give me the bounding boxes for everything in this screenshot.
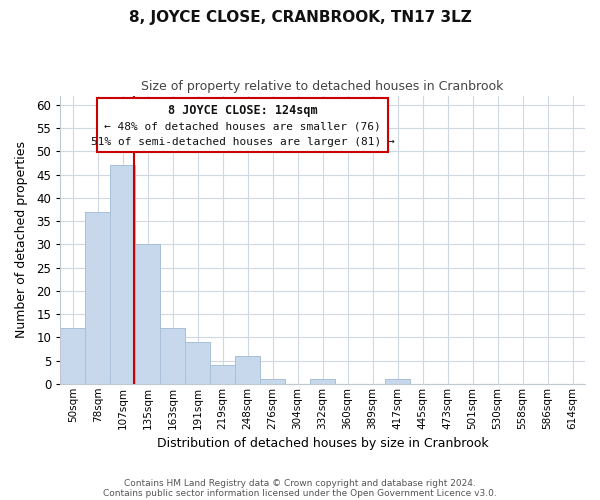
Text: 8 JOYCE CLOSE: 124sqm: 8 JOYCE CLOSE: 124sqm xyxy=(168,104,317,117)
Bar xyxy=(310,379,335,384)
Bar xyxy=(110,166,135,384)
Bar xyxy=(135,244,160,384)
Bar xyxy=(60,328,85,384)
Bar xyxy=(210,365,235,384)
Bar xyxy=(260,379,285,384)
Text: ← 48% of detached houses are smaller (76): ← 48% of detached houses are smaller (76… xyxy=(104,121,381,131)
Bar xyxy=(160,328,185,384)
Bar xyxy=(385,379,410,384)
Bar xyxy=(235,356,260,384)
Bar xyxy=(85,212,110,384)
X-axis label: Distribution of detached houses by size in Cranbrook: Distribution of detached houses by size … xyxy=(157,437,488,450)
Y-axis label: Number of detached properties: Number of detached properties xyxy=(15,141,28,338)
Text: Contains HM Land Registry data © Crown copyright and database right 2024.: Contains HM Land Registry data © Crown c… xyxy=(124,478,476,488)
Bar xyxy=(185,342,210,384)
FancyBboxPatch shape xyxy=(97,98,388,152)
Text: 8, JOYCE CLOSE, CRANBROOK, TN17 3LZ: 8, JOYCE CLOSE, CRANBROOK, TN17 3LZ xyxy=(128,10,472,25)
Title: Size of property relative to detached houses in Cranbrook: Size of property relative to detached ho… xyxy=(142,80,504,93)
Text: Contains public sector information licensed under the Open Government Licence v3: Contains public sector information licen… xyxy=(103,488,497,498)
Text: 51% of semi-detached houses are larger (81) →: 51% of semi-detached houses are larger (… xyxy=(91,137,394,147)
